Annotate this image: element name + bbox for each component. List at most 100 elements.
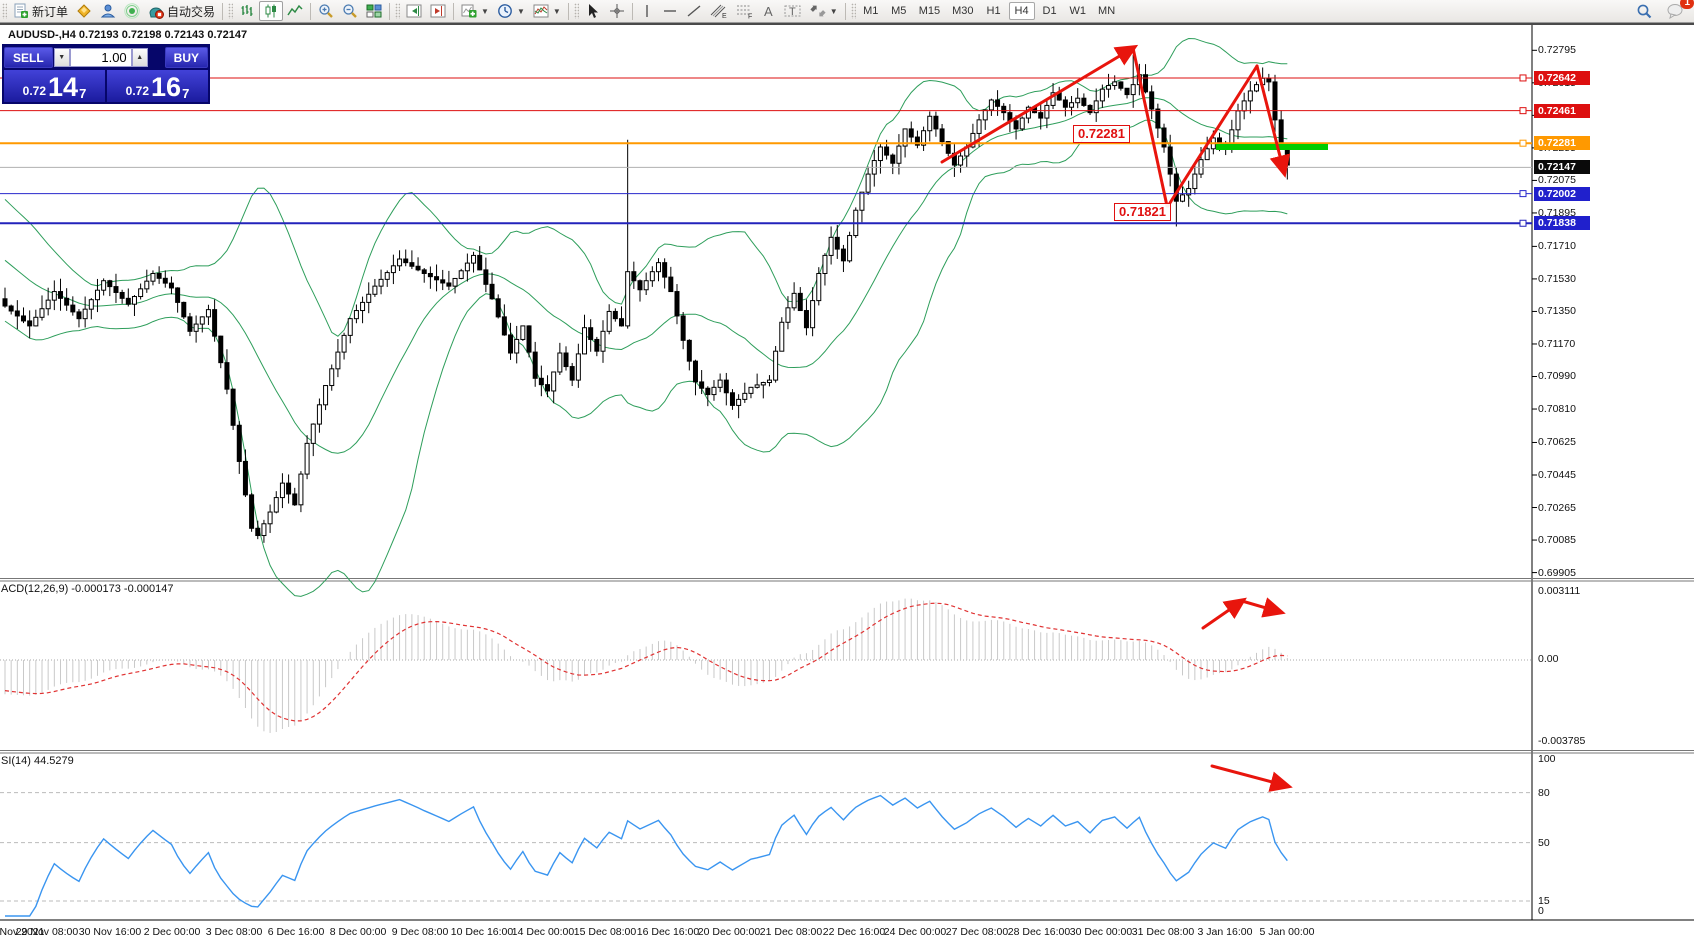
time-axis-label[interactable]: 20 Dec 00:00: [697, 926, 761, 938]
indicators-icon: [461, 3, 477, 19]
timeframe-M15[interactable]: M15: [914, 2, 945, 20]
time-axis-label[interactable]: 6 Dec 16:00: [267, 926, 325, 938]
periods-icon: [497, 3, 513, 19]
time-axis-label[interactable]: 8 Dec 00:00: [329, 926, 387, 938]
toolbar-grip[interactable]: [850, 3, 856, 19]
gold-button[interactable]: [72, 1, 96, 21]
volume-input[interactable]: [69, 48, 132, 67]
horizontal-line-button[interactable]: [658, 1, 682, 21]
new-order-button[interactable]: 新订单: [9, 1, 72, 21]
trendline-button[interactable]: [682, 1, 706, 21]
price-tick-label: 0.71170: [1538, 337, 1576, 350]
chat-button[interactable]: 1: [1663, 0, 1694, 21]
time-axis-label[interactable]: 21 Dec 08:00: [759, 926, 823, 938]
time-axis-label[interactable]: 10 Dec 16:00: [450, 926, 514, 938]
cursor-icon: [585, 3, 601, 19]
text-button[interactable]: A: [758, 1, 780, 21]
price-annotation-lower: 0.71821: [1114, 203, 1171, 221]
template-icon: [533, 3, 549, 19]
time-axis-label[interactable]: 16 Dec 16:00: [636, 926, 700, 938]
indicators-dropdown[interactable]: ▼: [457, 1, 493, 21]
vertical-line-icon: [640, 3, 654, 19]
timeframe-MN[interactable]: MN: [1093, 2, 1120, 20]
label-button[interactable]: T: [780, 1, 806, 21]
price-line-badge: 0.72642: [1534, 70, 1590, 85]
arrows-dropdown[interactable]: ▼: [806, 1, 842, 21]
zoom-out-button[interactable]: [338, 1, 362, 21]
sell-price-display[interactable]: 0.72 14 7: [4, 70, 105, 102]
price-annotation-upper: 0.72281: [1073, 125, 1130, 143]
buy-button[interactable]: BUY: [164, 47, 208, 68]
time-axis-label[interactable]: 3 Dec 08:00: [205, 926, 263, 938]
template-dropdown[interactable]: ▼: [529, 1, 565, 21]
time-axis-label[interactable]: 28 Dec 16:00: [1007, 926, 1071, 938]
horizontal-line-icon: [662, 3, 678, 19]
signals-button[interactable]: [120, 1, 144, 21]
macd-indicator-label: ACD(12,26,9) -0.000173 -0.000147: [1, 583, 174, 595]
timeframe-D1[interactable]: D1: [1037, 2, 1063, 20]
volume-decrease-button[interactable]: ▼: [53, 48, 70, 67]
auto-scroll-button[interactable]: [426, 1, 450, 21]
timeframe-M30[interactable]: M30: [947, 2, 978, 20]
time-axis-label[interactable]: 24 Dec 00:00: [883, 926, 947, 938]
toolbar-grip[interactable]: [395, 3, 401, 19]
sell-button[interactable]: SELL: [4, 47, 53, 68]
macd-axis-max: 0.003111: [1538, 585, 1581, 597]
time-axis-label[interactable]: 31 Dec 08:00: [1131, 926, 1195, 938]
toolbar-separator: [389, 2, 391, 20]
buy-price-small: 0.72: [125, 84, 150, 98]
zoom-in-button[interactable]: [314, 1, 338, 21]
chart-shift-button[interactable]: [402, 1, 426, 21]
tile-windows-button[interactable]: [362, 1, 386, 21]
bar-chart-icon: [239, 3, 255, 19]
channel-button[interactable]: E: [706, 1, 732, 21]
toolbar-grip[interactable]: [228, 3, 234, 19]
price-tick-label: 0.70625: [1538, 436, 1576, 449]
toolbar-grip[interactable]: [2, 3, 7, 19]
time-axis-label[interactable]: 3 Jan 16:00: [1197, 926, 1253, 938]
line-chart-button[interactable]: [283, 1, 307, 21]
timeframe-M5[interactable]: M5: [886, 2, 912, 20]
new-order-icon: [13, 3, 29, 19]
volume-increase-button[interactable]: ▲: [131, 48, 148, 67]
label-icon: T: [784, 3, 802, 19]
vertical-line-button[interactable]: [636, 1, 658, 21]
cursor-button[interactable]: [581, 1, 605, 21]
time-axis-label[interactable]: 2 Dec 00:00: [143, 926, 201, 938]
crosshair-button[interactable]: [605, 1, 629, 21]
time-axis-label[interactable]: 5 Jan 00:00: [1259, 926, 1315, 938]
timeframe-H1[interactable]: H1: [981, 2, 1007, 20]
price-tick-label: 0.71710: [1538, 240, 1576, 253]
fibonacci-button[interactable]: F: [732, 1, 758, 21]
time-axis-label[interactable]: 27 Dec 08:00: [945, 926, 1009, 938]
toolbar-grip[interactable]: [573, 3, 579, 19]
chevron-down-icon: ▼: [516, 6, 525, 16]
autotrade-button[interactable]: 自动交易: [144, 1, 219, 21]
time-axis-label[interactable]: 22 Dec 16:00: [822, 926, 886, 938]
price-tick-label: 0.70085: [1538, 534, 1576, 547]
sell-price-big: 14: [48, 72, 79, 102]
time-axis-label[interactable]: 29 Nov 08:00: [15, 926, 79, 938]
buy-price-display[interactable]: 0.72 16 7: [107, 70, 208, 102]
time-axis-label[interactable]: 15 Dec 08:00: [573, 926, 637, 938]
new-order-label: 新订单: [32, 4, 69, 19]
bar-chart-button[interactable]: [235, 1, 259, 21]
profile-button[interactable]: [96, 1, 120, 21]
time-axis-label[interactable]: 30 Dec 00:00: [1069, 926, 1133, 938]
window-border: [0, 23, 1694, 25]
sell-price-sup: 7: [79, 86, 87, 101]
time-axis-label[interactable]: 9 Dec 08:00: [391, 926, 449, 938]
periods-dropdown[interactable]: ▼: [493, 1, 529, 21]
candlestick-button[interactable]: [259, 1, 284, 21]
search-button[interactable]: [1632, 1, 1657, 21]
price-tick-label: 0.69905: [1538, 566, 1576, 579]
timeframe-H4[interactable]: H4: [1008, 2, 1035, 20]
timeframe-W1[interactable]: W1: [1065, 2, 1092, 20]
time-axis-label[interactable]: 14 Dec 00:00: [511, 926, 575, 938]
time-axis-label[interactable]: 30 Nov 16:00: [78, 926, 142, 938]
timeframe-M1[interactable]: M1: [858, 2, 884, 20]
toolbar-separator: [310, 2, 312, 20]
time-axis-label[interactable]: Nov 2021: [0, 926, 45, 938]
